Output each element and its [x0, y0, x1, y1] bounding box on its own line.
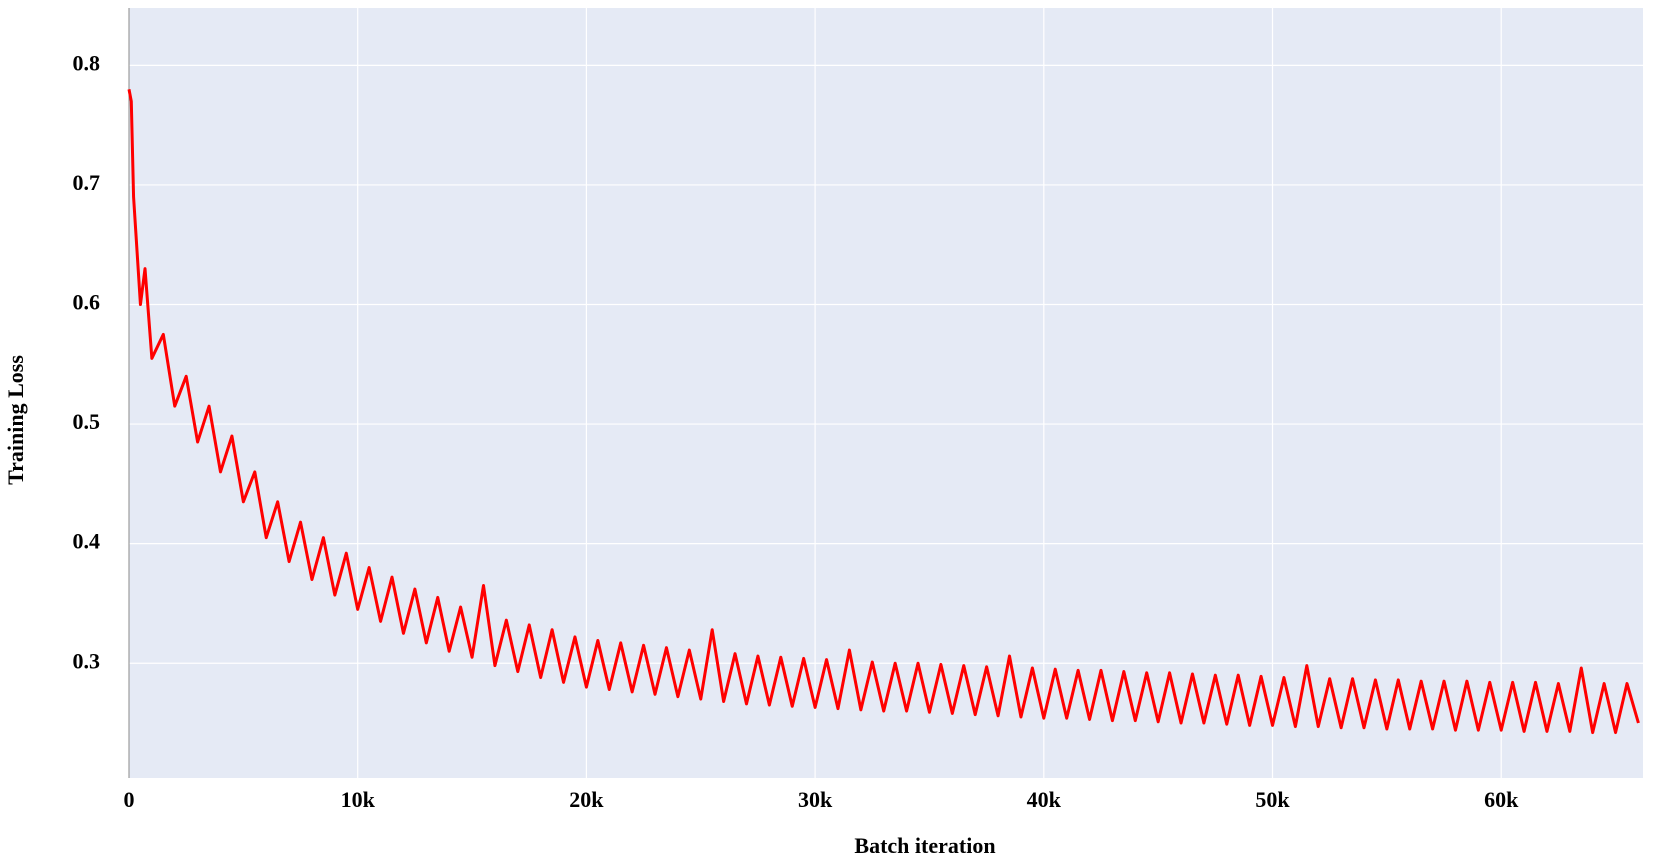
loss-line: [127, 89, 1640, 735]
x-tick-label: 60k: [1484, 787, 1519, 812]
y-tick-label: 0.3: [73, 648, 101, 673]
y-tick-label: 0.5: [73, 409, 101, 434]
x-tick-label: 10k: [341, 787, 376, 812]
x-tick-label: 40k: [1027, 787, 1062, 812]
x-tick-label: 20k: [569, 787, 604, 812]
x-tick-label: 50k: [1255, 787, 1290, 812]
y-tick-label: 0.8: [73, 50, 101, 75]
y-tick-label: 0.4: [73, 529, 101, 554]
plot-area: [129, 8, 1643, 778]
x-tick-label: 30k: [798, 787, 833, 812]
x-axis-label: Batch iteration: [854, 833, 995, 858]
y-tick-label: 0.6: [73, 290, 101, 315]
y-tick-label: 0.7: [73, 170, 101, 195]
y-axis-label: Training Loss: [3, 355, 28, 485]
x-tick-label: 0: [124, 787, 135, 812]
